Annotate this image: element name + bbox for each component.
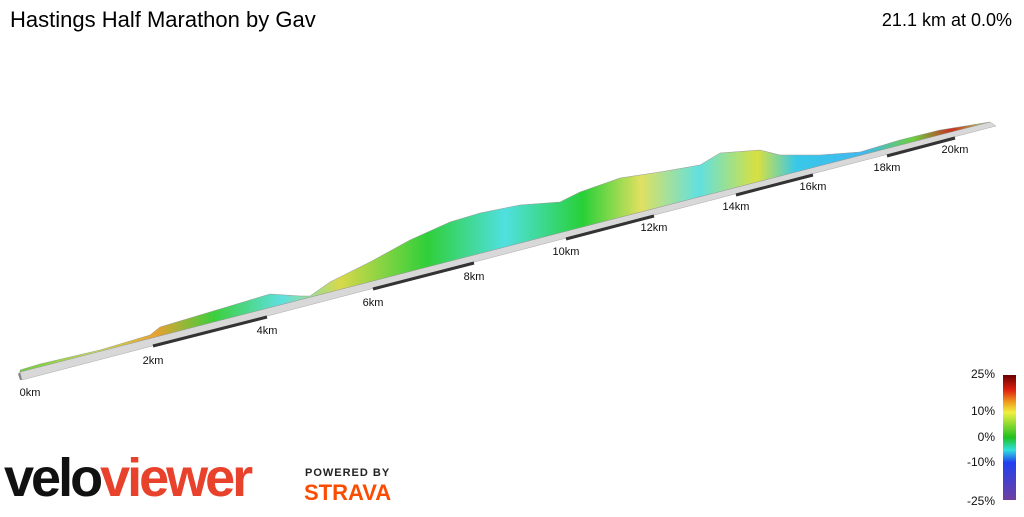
km-label: 16km: [800, 181, 827, 193]
km-label: 8km: [464, 271, 485, 283]
summary: 21.1 km at 0.0%: [882, 10, 1012, 30]
km-label: 18km: [874, 162, 901, 174]
legend-label: 25%: [971, 367, 995, 381]
powered-by: POWERED BY: [305, 467, 390, 479]
km-label: 2km: [143, 355, 164, 367]
km-label: 10km: [553, 246, 580, 258]
logo: veloviewer: [4, 448, 253, 508]
logo-left: velo: [4, 448, 101, 508]
profile: 0km 2km 4km 6km 8km 10km 12km 14km 16km …: [18, 121, 997, 399]
header: Hastings Half Marathon by Gav 21.1 km at…: [10, 7, 1012, 32]
road-end: [18, 372, 22, 380]
branding: veloviewer POWERED BY STRAVA: [4, 448, 391, 508]
legend: 25% 10% 0% -10% -25%: [967, 367, 1016, 508]
stripe: [565, 214, 655, 241]
stripe: [735, 173, 814, 197]
km-stripes: [152, 136, 956, 348]
km-label: 14km: [723, 201, 750, 213]
legend-bar: [1003, 375, 1016, 500]
legend-label: 10%: [971, 404, 995, 418]
legend-label: 0%: [978, 430, 996, 444]
elevation-wall: [19, 121, 991, 373]
km-label: 20km: [942, 144, 969, 156]
km-label: 4km: [257, 325, 278, 337]
logo-right: viewer: [100, 448, 253, 508]
stripe: [886, 136, 956, 158]
stripe: [152, 315, 268, 348]
strava: STRAVA: [304, 480, 391, 505]
km-label: 0km: [20, 387, 41, 399]
legend-label: -10%: [967, 455, 995, 469]
legend-label: -25%: [967, 494, 995, 508]
title: Hastings Half Marathon by Gav: [10, 7, 316, 32]
km-label: 6km: [363, 297, 384, 309]
km-label: 12km: [641, 222, 668, 234]
stripe: [372, 261, 475, 291]
